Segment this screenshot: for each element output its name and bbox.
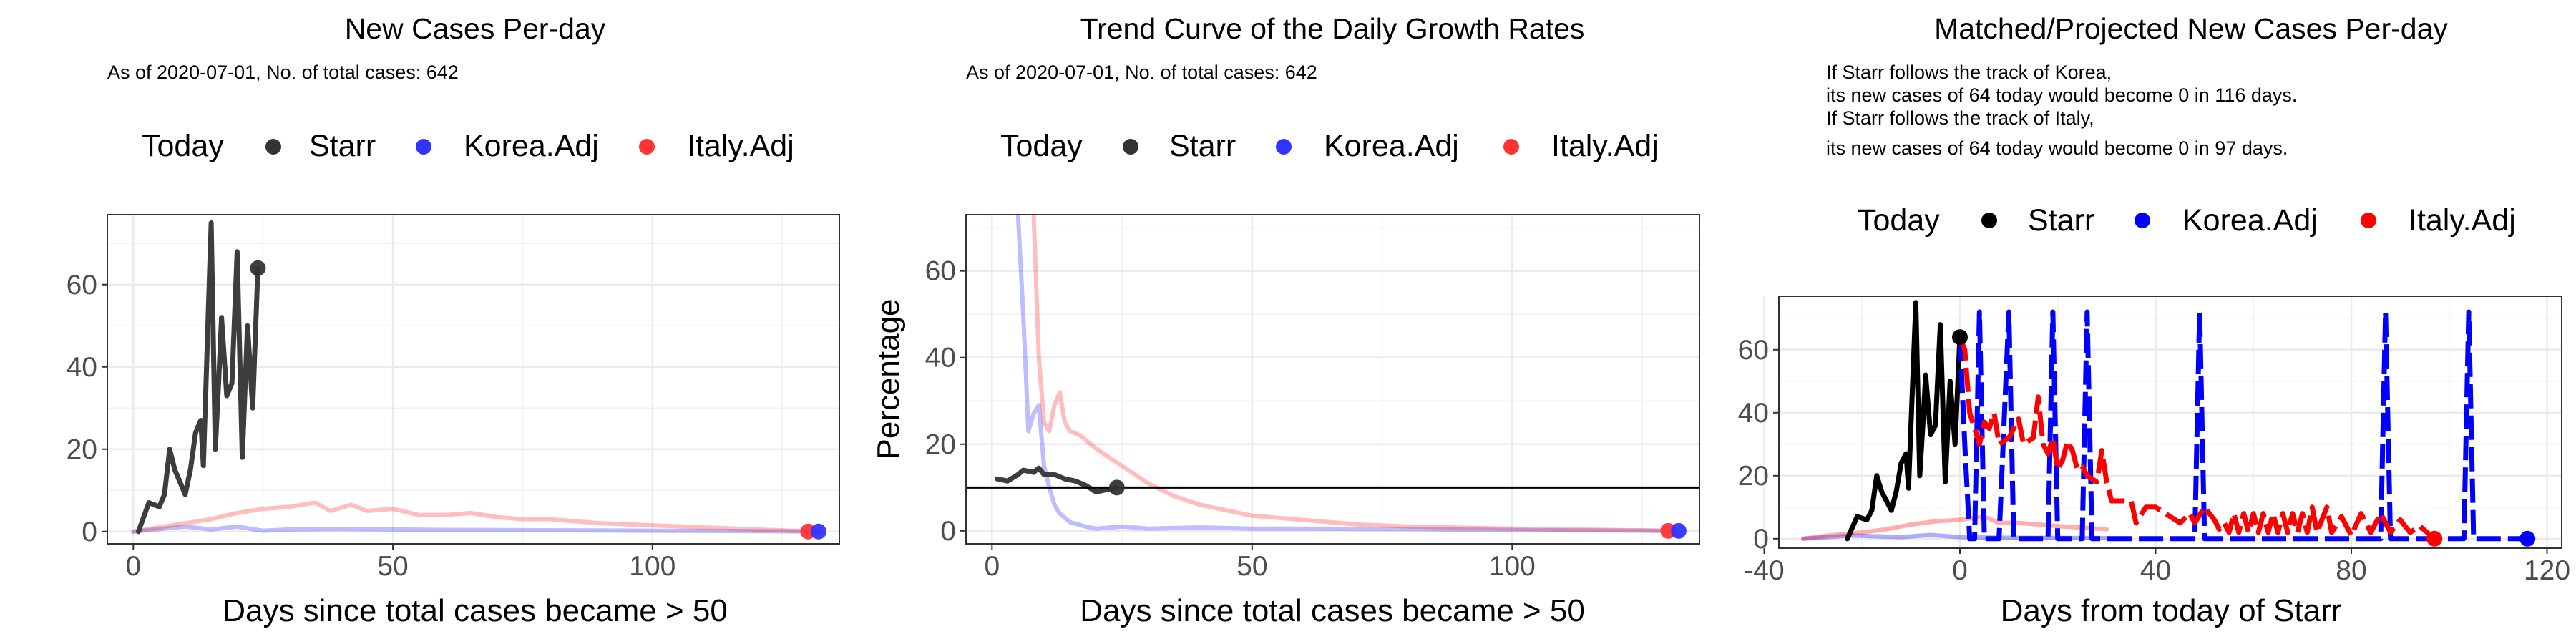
- legend-key-korea: [1276, 139, 1292, 155]
- plot-border: [1778, 296, 2562, 549]
- series-line-italy-adj-projected: [1957, 336, 2436, 541]
- y-tick-label: 60: [67, 270, 97, 301]
- today-point-korea-adj: [810, 523, 826, 540]
- x-tick-label: 80: [2336, 555, 2366, 586]
- x-tick-label: 0: [125, 551, 141, 582]
- today-point-italy-adj: [2426, 530, 2443, 547]
- y-tick-label: 20: [1738, 461, 1769, 492]
- chart-subtitle: As of 2020-07-01, No. of total cases: 64…: [107, 62, 459, 83]
- legend-key-korea: [2135, 213, 2150, 228]
- today-point-starr: [250, 260, 266, 276]
- legend-label-italy: Italy.Adj: [687, 129, 794, 163]
- legend-label-korea: Korea.Adj: [464, 129, 599, 163]
- x-axis-title: Days since total cases became > 50: [1080, 593, 1585, 628]
- legend-title: Today: [1000, 129, 1083, 163]
- legend-key-italy: [639, 139, 655, 155]
- series-line-italy-adj-faded: [1031, 215, 1671, 533]
- subtitle-line-1: If Starr follows the track of Korea,: [1826, 62, 2112, 83]
- series-line-italy-adj-faded: [131, 500, 821, 534]
- x-tick-label: 100: [1489, 551, 1536, 582]
- legend-label-italy: Italy.Adj: [2409, 203, 2516, 238]
- today-point-starr: [1108, 479, 1125, 496]
- series-layer: [966, 215, 1699, 533]
- x-axis-title: Days since total cases became > 50: [223, 593, 728, 628]
- x-tick-label: 0: [984, 551, 1000, 582]
- legend-key-italy: [2361, 213, 2376, 228]
- legend-key-starr: [265, 139, 281, 155]
- y-tick-label: 20: [67, 434, 97, 465]
- chart-title: New Cases Per-day: [345, 12, 606, 45]
- legend-key-korea: [416, 139, 431, 155]
- x-tick-label: 120: [2524, 555, 2570, 586]
- today-point-korea-adj: [1670, 522, 1687, 539]
- series-line-korea-adj-faded: [1801, 532, 2109, 541]
- subtitle-line-2: its new cases of 64 today would become 0…: [1826, 84, 2297, 106]
- chart-subtitle: As of 2020-07-01, No. of total cases: 64…: [966, 62, 1317, 83]
- plot-border: [965, 214, 1700, 545]
- x-axis-title: Days from today of Starr: [2001, 593, 2342, 628]
- gridlines: [107, 215, 839, 544]
- legend-title: Today: [1858, 203, 1940, 238]
- legend-title: Today: [142, 129, 224, 163]
- plot-area: [107, 215, 839, 544]
- series-line-korea-adj-faded: [131, 524, 821, 534]
- today-point-starr: [1951, 329, 1968, 346]
- y-tick-label: 0: [1753, 524, 1769, 555]
- legend: Today Starr Korea.Adj Italy.Adj: [1000, 129, 1659, 163]
- plot-area: [966, 215, 1699, 544]
- chart-title: Matched/Projected New Cases Per-day: [1934, 12, 2448, 45]
- legend-label-korea: Korea.Adj: [1324, 129, 1459, 163]
- y-tick-label: 60: [925, 256, 956, 287]
- x-tick-label: 50: [1236, 551, 1267, 582]
- plot-border: [107, 214, 840, 545]
- series-line-korea-adj-faded: [1015, 215, 1671, 533]
- legend-label-starr: Starr: [2028, 203, 2094, 238]
- legend-label-starr: Starr: [1169, 129, 1236, 163]
- x-tick-label: 50: [377, 551, 408, 582]
- subtitle-line-3: If Starr follows the track of Italy,: [1826, 107, 2094, 129]
- series-line-korea-adj-projected: [1957, 309, 2528, 542]
- y-tick-label: 0: [82, 517, 97, 547]
- y-tick-label: 20: [925, 429, 956, 460]
- legend-key-italy: [1503, 139, 1519, 155]
- plot-area: [1779, 296, 2562, 548]
- y-tick-label: 40: [1738, 398, 1769, 429]
- y-tick-label: 0: [940, 516, 956, 547]
- series-layer: [1801, 300, 2528, 542]
- series-line-starr: [1845, 300, 1963, 542]
- tick-labels: 0 50 100 0 20 40 60: [67, 270, 676, 582]
- panel-growth-rates: Trend Curve of the Daily Growth Rates As…: [871, 12, 1700, 628]
- legend-key-starr: [1981, 213, 1997, 228]
- series-line-starr: [136, 220, 260, 535]
- legend-label-starr: Starr: [309, 129, 376, 163]
- series-line-italy-adj-faded: [1801, 514, 2109, 541]
- legend-label-italy: Italy.Adj: [1551, 129, 1659, 163]
- legend-key-starr: [1123, 139, 1138, 155]
- y-tick-label: 40: [925, 343, 956, 374]
- x-tick-label: 100: [629, 551, 675, 582]
- today-point-korea-adj: [2519, 530, 2536, 547]
- tick-labels: 0 50 100 0 20 40 60: [925, 256, 1536, 582]
- legend-label-korea: Korea.Adj: [2182, 203, 2318, 238]
- series-line-starr: [995, 465, 1120, 494]
- legend: Today Starr Korea.Adj Italy.Adj: [142, 129, 794, 163]
- panel-new-cases: New Cases Per-day As of 2020-07-01, No. …: [67, 12, 840, 628]
- y-axis-title: Percentage: [871, 298, 906, 459]
- subtitle-line-4: its new cases of 64 today would become 0…: [1826, 137, 2288, 159]
- x-tick-label: 0: [1952, 555, 1968, 586]
- y-tick-label: 40: [67, 352, 97, 383]
- y-tick-label: 60: [1738, 335, 1769, 366]
- x-tick-label: -40: [1744, 555, 1784, 586]
- series-layer: [131, 220, 821, 535]
- x-tick-label: 40: [2140, 555, 2171, 586]
- legend: Today Starr Korea.Adj Italy.Adj: [1858, 203, 2516, 238]
- panel-projected: Matched/Projected New Cases Per-day If S…: [1738, 12, 2570, 628]
- chart-title: Trend Curve of the Daily Growth Rates: [1080, 12, 1585, 45]
